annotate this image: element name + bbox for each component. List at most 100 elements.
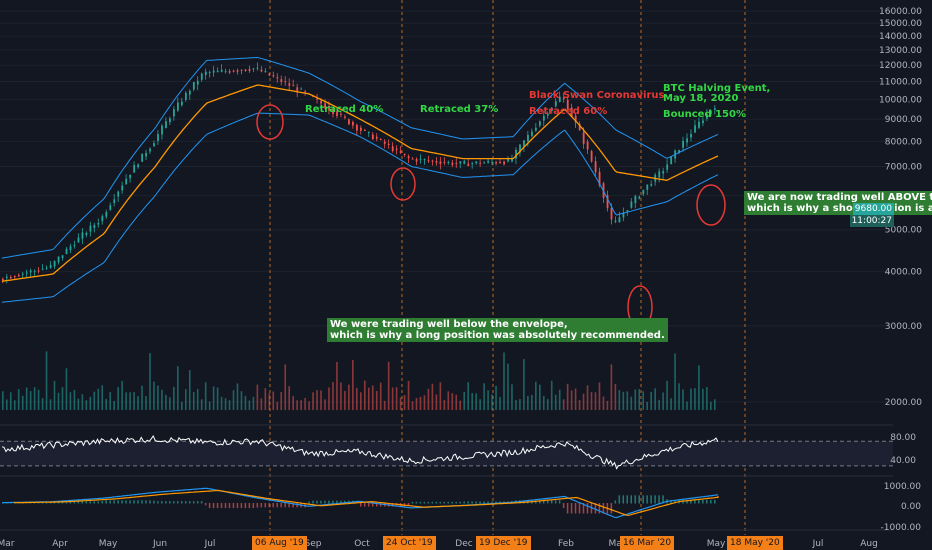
macd-histogram-bar	[308, 501, 310, 504]
candle-body	[173, 109, 175, 117]
candle-body	[535, 127, 537, 131]
candle-body	[161, 125, 163, 135]
macd-histogram-bar	[192, 501, 195, 504]
candle-body	[149, 148, 151, 152]
macd-histogram-bar	[363, 503, 366, 507]
macd-histogram-bar	[45, 502, 48, 504]
candle-body	[503, 161, 505, 165]
volume-bar	[487, 390, 489, 410]
candle-body	[666, 164, 669, 170]
indicator-lines	[1, 56, 719, 303]
macd-histogram-bar	[117, 500, 119, 504]
volume-bar	[634, 389, 637, 410]
price-axis-label: 12000.00	[879, 61, 922, 71]
volume-bar	[602, 396, 605, 410]
macd-histogram-bar	[439, 501, 442, 504]
volume-bar	[674, 353, 676, 410]
volume-bar	[125, 392, 127, 410]
candle-body	[523, 140, 525, 147]
candle-body	[411, 158, 414, 160]
candle-body	[165, 121, 167, 129]
volume-bar	[407, 380, 410, 410]
date-axis-label: Feb	[558, 539, 574, 549]
candle-body	[630, 201, 633, 208]
volume-bar	[133, 392, 135, 410]
volume-bar	[57, 392, 60, 410]
volume-bar	[638, 389, 641, 410]
candle-body	[188, 90, 191, 95]
candle-body	[678, 149, 681, 154]
candle-body	[638, 196, 641, 199]
price-axis-label: 15000.00	[879, 19, 922, 29]
macd-histogram-bar	[336, 500, 338, 504]
rsi-band	[0, 441, 893, 466]
macd-histogram-bar	[340, 500, 342, 504]
candle-body	[383, 141, 386, 144]
macd-histogram-bar	[578, 503, 581, 514]
macd-histogram-bar	[33, 502, 36, 504]
macd-histogram-bar	[602, 503, 605, 514]
candle-body	[288, 83, 291, 86]
candle-body	[5, 276, 8, 278]
volume-bar	[662, 392, 664, 410]
volume-bar	[9, 392, 12, 410]
volume-bar	[507, 363, 509, 410]
volume-bar	[157, 385, 159, 410]
highlight-circle	[696, 184, 726, 226]
macd-axis-label: -1000.00	[881, 523, 922, 533]
volume-bar	[658, 400, 660, 410]
volume-bar	[37, 389, 40, 410]
macd-histogram-bar	[542, 500, 545, 504]
volume-bar	[284, 364, 287, 410]
macd-histogram-bar	[618, 495, 621, 504]
volume-bar	[324, 399, 326, 410]
candle-body	[435, 161, 438, 163]
macd-histogram-bar	[622, 495, 625, 504]
candle-body	[192, 82, 195, 90]
volume-bar	[578, 400, 581, 410]
macd-histogram-bar	[224, 503, 227, 509]
candle-body	[439, 161, 442, 165]
candle-body	[379, 139, 382, 141]
candle-body	[590, 151, 593, 162]
volume-bar	[208, 401, 211, 410]
candle-body	[360, 127, 362, 131]
candle-body	[145, 152, 147, 157]
macd-histogram-bar	[184, 501, 187, 504]
volume-bar	[220, 396, 223, 410]
macd-histogram-bar	[113, 500, 115, 504]
volume-bar	[244, 395, 247, 410]
candle-body	[515, 149, 517, 159]
volume-bar	[650, 391, 652, 410]
price-axis-label: 13000.00	[879, 46, 922, 56]
candle-body	[69, 246, 72, 251]
volume-bar	[85, 400, 88, 410]
volume-bar	[236, 383, 239, 410]
macd-histogram-bar	[77, 501, 80, 504]
volume-bar	[328, 387, 330, 410]
candle-body	[431, 160, 434, 162]
candles	[2, 62, 716, 284]
volume-bar	[252, 396, 255, 410]
volume-bar	[471, 393, 473, 410]
volume-bar	[423, 395, 426, 410]
candle-body	[363, 129, 366, 131]
candle-body	[686, 138, 688, 143]
macd-histogram-bar	[554, 500, 557, 504]
macd-histogram-bar	[391, 503, 394, 507]
macd-histogram-bar	[714, 499, 716, 504]
candle-body	[459, 161, 462, 164]
candle-body	[371, 134, 374, 140]
price-axis-label: 9000.00	[885, 115, 922, 125]
candle-body	[554, 101, 557, 107]
price-axis-label: 14000.00	[879, 32, 922, 42]
volume-bar	[304, 397, 306, 410]
macd-histogram-bar	[188, 501, 191, 504]
macd-histogram-bar	[244, 503, 247, 509]
candle-body	[491, 161, 494, 163]
macd-histogram-bar	[97, 501, 99, 504]
macd-histogram-bar	[284, 503, 286, 508]
volume-bar	[670, 398, 672, 410]
